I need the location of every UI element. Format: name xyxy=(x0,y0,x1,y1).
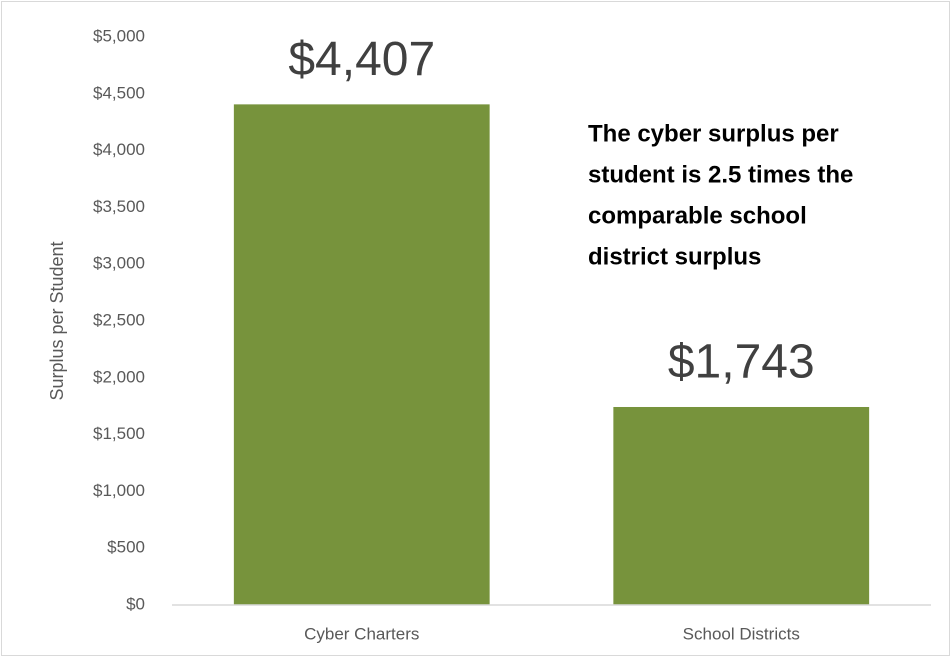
annotation: The cyber surplus per xyxy=(588,120,839,147)
y-tick-label: $3,000 xyxy=(93,254,145,273)
annotation: district surplus xyxy=(588,243,761,270)
y-tick-label: $5,000 xyxy=(93,26,145,45)
y-tick-label: $1,000 xyxy=(93,481,145,500)
y-tick-label: $2,000 xyxy=(93,367,145,386)
annotation: student is 2.5 times the xyxy=(588,161,853,188)
y-tick-label: $2,500 xyxy=(93,310,145,329)
annotation: comparable school xyxy=(588,202,807,229)
y-tick-label: $4,500 xyxy=(93,83,145,102)
x-tick-label: Cyber Charters xyxy=(304,624,419,643)
value-label: $4,407 xyxy=(288,33,435,86)
value-label: $1,743 xyxy=(668,336,815,389)
y-axis-label: Surplus per Student xyxy=(47,241,67,400)
y-tick-label: $4,000 xyxy=(93,140,145,159)
y-tick-label: $500 xyxy=(107,538,145,557)
bar xyxy=(233,104,490,605)
y-tick-label: $1,500 xyxy=(93,424,145,443)
bar xyxy=(613,406,870,605)
x-tick-label: School Districts xyxy=(683,624,800,643)
y-tick-label: $3,500 xyxy=(93,197,145,216)
y-tick-label: $0 xyxy=(126,594,145,613)
